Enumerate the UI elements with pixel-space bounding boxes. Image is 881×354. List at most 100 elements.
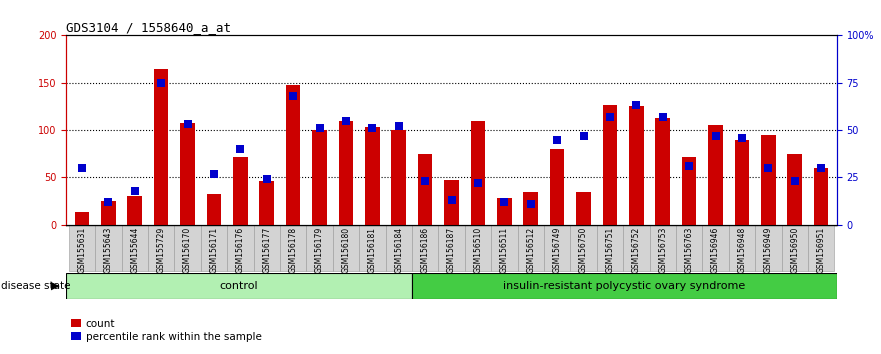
Point xyxy=(497,199,511,205)
Bar xyxy=(523,192,538,225)
Bar xyxy=(544,225,570,271)
Point xyxy=(788,178,802,184)
Text: ▶: ▶ xyxy=(51,281,60,291)
Point xyxy=(339,118,353,124)
Point xyxy=(207,171,221,177)
Bar xyxy=(623,225,649,271)
Text: insulin-resistant polycystic ovary syndrome: insulin-resistant polycystic ovary syndr… xyxy=(503,281,745,291)
Text: GSM156949: GSM156949 xyxy=(764,227,773,274)
Bar xyxy=(497,198,512,225)
Bar xyxy=(439,225,464,271)
Point xyxy=(233,146,248,152)
Text: GSM156510: GSM156510 xyxy=(473,227,483,273)
Point xyxy=(814,165,828,171)
Bar xyxy=(207,194,221,225)
Bar xyxy=(629,107,644,225)
Bar xyxy=(359,225,386,271)
Text: GSM156178: GSM156178 xyxy=(289,227,298,273)
Text: GSM156512: GSM156512 xyxy=(526,227,536,273)
Text: GSM156950: GSM156950 xyxy=(790,227,799,274)
Text: GSM156170: GSM156170 xyxy=(183,227,192,273)
Bar xyxy=(418,154,433,225)
Point xyxy=(366,125,380,131)
Text: GDS3104 / 1558640_a_at: GDS3104 / 1558640_a_at xyxy=(66,21,231,34)
Bar xyxy=(122,225,148,271)
Bar xyxy=(655,118,670,225)
Bar xyxy=(365,127,380,225)
Bar xyxy=(470,121,485,225)
Point xyxy=(418,178,433,184)
Text: GSM156946: GSM156946 xyxy=(711,227,720,274)
Text: GSM156180: GSM156180 xyxy=(342,227,351,273)
Text: GSM156750: GSM156750 xyxy=(579,227,588,274)
Bar xyxy=(391,130,406,225)
Text: GSM156181: GSM156181 xyxy=(367,227,377,273)
Bar xyxy=(755,225,781,271)
Text: disease state: disease state xyxy=(1,281,70,291)
Point xyxy=(260,177,274,182)
Point xyxy=(655,114,670,120)
Bar xyxy=(491,225,517,271)
Text: GSM155729: GSM155729 xyxy=(157,227,166,273)
Bar xyxy=(227,225,254,271)
Bar xyxy=(233,156,248,225)
Bar xyxy=(464,225,491,271)
Text: GSM156187: GSM156187 xyxy=(447,227,456,273)
Text: GSM156751: GSM156751 xyxy=(605,227,614,273)
Point xyxy=(761,165,775,171)
Point xyxy=(101,199,115,205)
Bar xyxy=(550,149,565,225)
Bar xyxy=(576,192,591,225)
Text: GSM156752: GSM156752 xyxy=(632,227,640,273)
Text: GSM155643: GSM155643 xyxy=(104,227,113,274)
Bar xyxy=(781,225,808,271)
Bar xyxy=(708,125,722,225)
Bar xyxy=(338,121,353,225)
Bar xyxy=(280,225,307,271)
Point xyxy=(392,124,406,129)
Text: GSM156171: GSM156171 xyxy=(210,227,218,273)
Bar xyxy=(412,225,439,271)
Bar xyxy=(201,225,227,271)
Point xyxy=(75,165,89,171)
Point xyxy=(181,121,195,127)
Text: control: control xyxy=(219,281,258,291)
Bar xyxy=(788,154,802,225)
Point xyxy=(708,133,722,139)
Text: GSM156186: GSM156186 xyxy=(420,227,430,273)
Bar xyxy=(307,225,333,271)
Point xyxy=(154,80,168,86)
Text: GSM156948: GSM156948 xyxy=(737,227,746,273)
Bar xyxy=(570,225,596,271)
Text: GSM155644: GSM155644 xyxy=(130,227,139,274)
Point xyxy=(470,180,485,186)
Point xyxy=(629,103,643,108)
Point xyxy=(313,125,327,131)
Point xyxy=(576,133,590,139)
Point xyxy=(603,114,617,120)
Bar xyxy=(596,225,623,271)
Point xyxy=(444,197,458,203)
Bar xyxy=(312,130,327,225)
Bar xyxy=(411,273,837,299)
Bar xyxy=(181,124,195,225)
Bar xyxy=(729,225,755,271)
Bar xyxy=(128,196,142,225)
Bar xyxy=(444,180,459,225)
Bar xyxy=(259,181,274,225)
Text: GSM156176: GSM156176 xyxy=(236,227,245,273)
Bar xyxy=(95,225,122,271)
Text: GSM156951: GSM156951 xyxy=(817,227,825,273)
Bar xyxy=(761,135,775,225)
Bar xyxy=(174,225,201,271)
Text: GSM155631: GSM155631 xyxy=(78,227,86,273)
Point xyxy=(286,93,300,99)
Text: GSM156749: GSM156749 xyxy=(552,227,561,274)
Bar xyxy=(101,201,115,225)
Bar xyxy=(676,225,702,271)
Bar xyxy=(735,139,749,225)
Point xyxy=(735,135,749,141)
Bar xyxy=(649,225,676,271)
Bar xyxy=(603,105,618,225)
Point xyxy=(550,137,564,142)
